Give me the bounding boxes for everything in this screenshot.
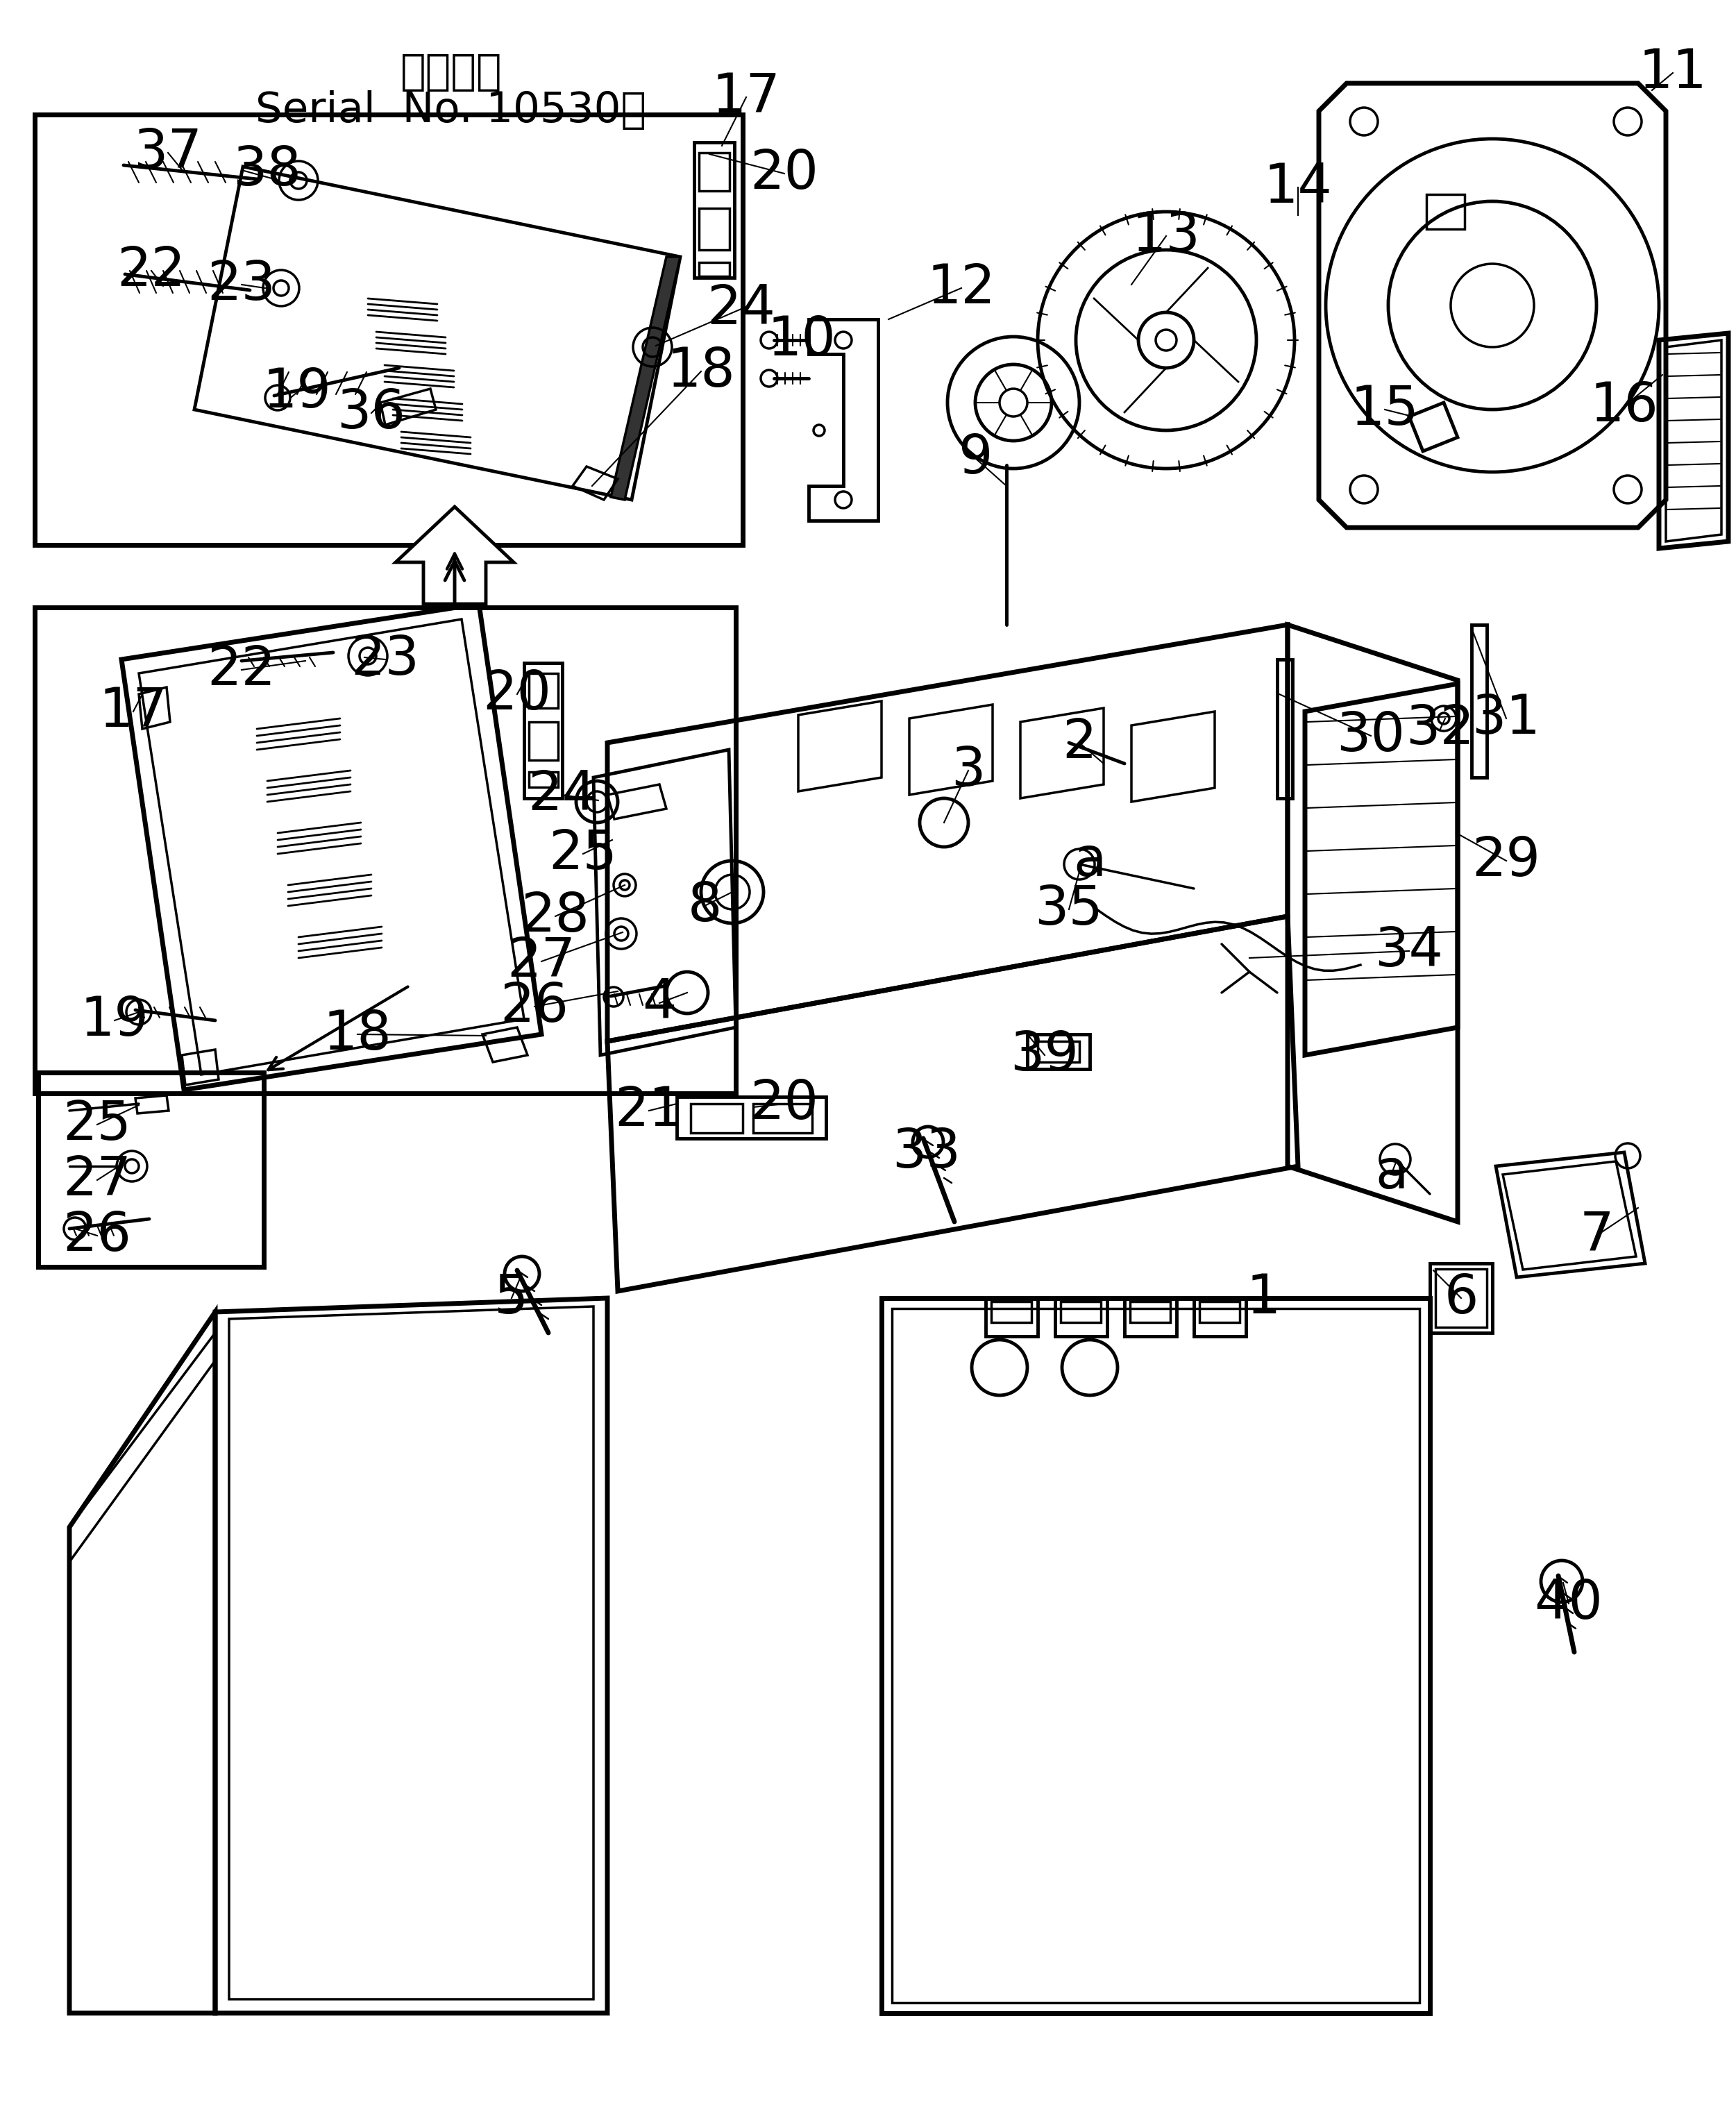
Bar: [1200, 1302, 1240, 1323]
Text: 14: 14: [1264, 161, 1332, 214]
Text: 35: 35: [1035, 884, 1104, 935]
Bar: [986, 1297, 1038, 1336]
Text: 33: 33: [892, 1126, 962, 1179]
Bar: [1061, 1302, 1101, 1323]
Text: a: a: [1073, 835, 1106, 886]
Text: a: a: [1375, 1147, 1408, 1200]
Bar: [700, 263, 729, 276]
Bar: [38, 1073, 264, 1268]
Text: 3: 3: [951, 744, 986, 797]
Text: 40: 40: [1535, 1577, 1602, 1630]
Bar: [691, 1105, 743, 1132]
Bar: [1130, 1302, 1170, 1323]
Bar: [677, 1096, 826, 1138]
Bar: [1436, 1270, 1486, 1327]
Bar: [1028, 1035, 1090, 1068]
Text: 10: 10: [767, 314, 837, 367]
Bar: [524, 664, 562, 799]
Text: 13: 13: [1132, 210, 1200, 263]
Text: 9: 9: [958, 432, 993, 485]
Text: 7: 7: [1580, 1208, 1614, 1261]
Polygon shape: [611, 257, 681, 500]
Bar: [1194, 1297, 1246, 1336]
Text: 25: 25: [62, 1098, 132, 1151]
Text: 26: 26: [62, 1208, 132, 1261]
Text: 16: 16: [1590, 379, 1658, 432]
Text: 38: 38: [233, 144, 302, 197]
Text: 29: 29: [1472, 835, 1540, 886]
Text: 36: 36: [337, 386, 406, 439]
Bar: [529, 723, 557, 761]
Bar: [35, 608, 736, 1094]
Text: 22: 22: [207, 644, 276, 695]
Text: 23: 23: [207, 259, 276, 312]
Text: 18: 18: [667, 346, 736, 399]
Bar: [1278, 659, 1293, 799]
Bar: [694, 142, 734, 278]
Text: 30: 30: [1337, 710, 1404, 763]
Text: 37: 37: [134, 127, 203, 178]
Text: 19: 19: [80, 994, 149, 1047]
Text: 27: 27: [507, 935, 576, 988]
Text: 2: 2: [1062, 717, 1097, 770]
Text: 23: 23: [351, 634, 420, 687]
Text: 4: 4: [642, 977, 677, 1030]
Text: 39: 39: [1010, 1028, 1080, 1081]
Bar: [1055, 1297, 1108, 1336]
Text: 20: 20: [483, 668, 552, 721]
Bar: [991, 1302, 1031, 1323]
Text: 6: 6: [1444, 1272, 1479, 1325]
Text: 26: 26: [500, 979, 569, 1032]
Bar: [1430, 1264, 1493, 1333]
Text: 28: 28: [521, 890, 590, 943]
Polygon shape: [396, 507, 514, 604]
Text: 11: 11: [1639, 47, 1706, 100]
Text: 18: 18: [323, 1007, 392, 1060]
Text: 適用号機: 適用号機: [401, 53, 502, 93]
Text: 19: 19: [262, 367, 332, 418]
Text: 5: 5: [495, 1272, 529, 1325]
Text: 22: 22: [116, 244, 186, 297]
Text: 24: 24: [528, 767, 597, 820]
Bar: [700, 153, 729, 191]
Bar: [753, 1105, 812, 1132]
Text: 17: 17: [712, 70, 781, 123]
Bar: [35, 114, 743, 545]
Text: 34: 34: [1375, 924, 1443, 977]
Bar: [1125, 1297, 1177, 1336]
Text: 20: 20: [750, 1077, 819, 1130]
Bar: [1038, 1041, 1080, 1062]
Text: 21: 21: [615, 1083, 684, 1136]
Bar: [700, 208, 729, 250]
Bar: [529, 772, 557, 787]
Text: 25: 25: [549, 827, 618, 880]
Text: 15: 15: [1351, 384, 1418, 437]
Bar: [529, 674, 557, 708]
Text: 17: 17: [99, 685, 168, 738]
Text: Serial  No. 10530～: Serial No. 10530～: [255, 91, 646, 131]
Bar: [1472, 625, 1486, 778]
Text: 32: 32: [1406, 702, 1474, 755]
Text: 1: 1: [1246, 1272, 1281, 1325]
Text: 27: 27: [62, 1153, 132, 1206]
Text: 20: 20: [750, 146, 819, 199]
Text: 8: 8: [687, 880, 722, 933]
Text: 12: 12: [927, 261, 996, 314]
Text: 31: 31: [1472, 691, 1540, 744]
Text: 24: 24: [707, 282, 776, 335]
